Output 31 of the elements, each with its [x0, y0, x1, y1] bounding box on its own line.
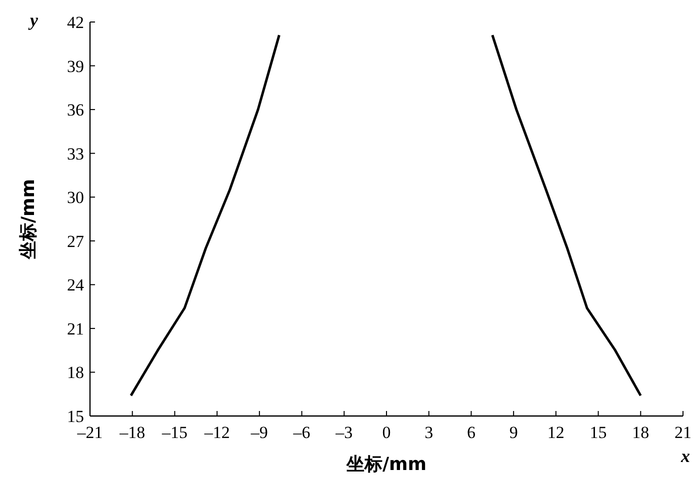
- y-tick-label: 42: [67, 13, 84, 32]
- y-tick-label: 27: [67, 232, 84, 251]
- x-tick-label: 15: [590, 423, 607, 442]
- x-tick-label: 0: [382, 423, 391, 442]
- x-tick-label: –6: [292, 423, 310, 442]
- line-series: [491, 34, 642, 397]
- y-tick-label: 15: [67, 407, 84, 426]
- text: x: [680, 446, 690, 466]
- x-tick-label: 12: [547, 423, 564, 442]
- x-tick-label: 3: [424, 423, 434, 442]
- x-tick-label: –9: [250, 423, 268, 442]
- x-tick-label: –21: [76, 423, 103, 442]
- x-axis-title: 坐标/mm: [345, 454, 427, 475]
- y-tick-label: 33: [67, 144, 84, 164]
- y-tick-label: 24: [67, 276, 84, 295]
- y-axis-title: 坐标/mm: [18, 178, 39, 260]
- x-tick-label: –18: [118, 423, 146, 442]
- x-tick-label: –3: [334, 423, 353, 442]
- y-tick-label: 36: [67, 100, 84, 120]
- y-tick-label: 30: [67, 188, 84, 208]
- line-series: [130, 34, 280, 397]
- x-tick-label: –15: [160, 423, 188, 442]
- x-tick-label: 6: [466, 423, 476, 442]
- y-tick-label: 21: [67, 319, 84, 338]
- x-tick-label: 21: [674, 423, 692, 442]
- text: y: [28, 10, 39, 30]
- x-tick-label: 18: [632, 423, 650, 442]
- y-tick-label: 39: [67, 56, 84, 76]
- y-tick-label: 18: [67, 363, 84, 382]
- x-tick-label: –12: [203, 423, 230, 442]
- x-tick-label: 9: [509, 423, 518, 442]
